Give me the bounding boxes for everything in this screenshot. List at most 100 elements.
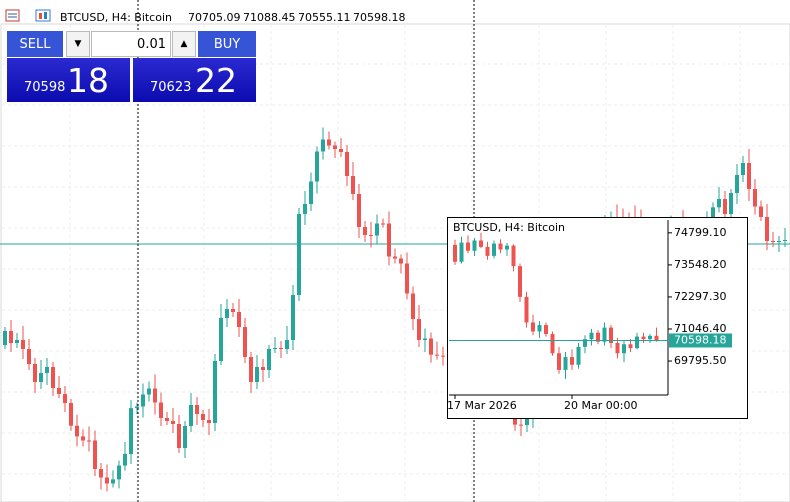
- candle-body: [525, 416, 529, 425]
- candle-body: [297, 214, 301, 295]
- candle-body: [641, 336, 646, 340]
- candle-body: [466, 242, 470, 251]
- candle-body: [570, 357, 574, 365]
- candle-body: [345, 152, 349, 176]
- bid-box[interactable]: 70598 18: [7, 58, 130, 102]
- candle-body: [399, 258, 403, 264]
- candle-body: [505, 245, 509, 250]
- ask-box[interactable]: 70623 22: [133, 58, 256, 102]
- candle-body: [21, 340, 25, 349]
- candle-body: [183, 426, 187, 448]
- chart-icon[interactable]: [5, 9, 20, 22]
- symbol-line: BTCUSD, H4: Bitcoin: [60, 11, 172, 24]
- x-tick-label: 17 Mar 2026: [447, 399, 517, 412]
- candle-body: [654, 335, 659, 341]
- y-tick-label: 72297.30: [674, 290, 727, 303]
- candle-body: [602, 327, 607, 342]
- candle-body: [249, 357, 253, 382]
- candle-body: [279, 348, 283, 349]
- candle-body: [381, 223, 385, 225]
- buy-button[interactable]: BUY: [198, 31, 256, 57]
- candle-body: [117, 465, 121, 480]
- candle-body: [135, 406, 139, 409]
- candle-body: [177, 424, 181, 448]
- candle-body: [309, 181, 313, 204]
- candle-body: [45, 367, 49, 373]
- candle-body: [622, 344, 626, 354]
- candle-body: [123, 454, 127, 466]
- y-tick-label: 74799.10: [674, 226, 727, 239]
- candle-body: [327, 139, 331, 146]
- inset-frame: [447, 217, 748, 419]
- volume-dropdown[interactable]: ▼: [66, 31, 90, 57]
- candle-body: [303, 204, 307, 214]
- candle-body: [557, 353, 561, 370]
- candle-body: [759, 206, 763, 217]
- candle-body: [375, 223, 379, 236]
- candle-body: [609, 327, 613, 343]
- candle-body: [15, 340, 19, 343]
- candle-body: [321, 139, 325, 152]
- ohlc-open: 70705.09: [188, 11, 241, 24]
- candle-body: [69, 403, 73, 426]
- candle-body: [129, 408, 133, 454]
- sell-button[interactable]: SELL: [7, 31, 63, 57]
- candle-body: [99, 469, 103, 478]
- candle-body: [472, 240, 477, 251]
- candle-body: [219, 318, 223, 361]
- candle-body: [741, 163, 745, 175]
- candle-body: [387, 223, 391, 257]
- candle-body: [315, 151, 319, 182]
- candle-body: [255, 367, 259, 382]
- candle-body: [544, 325, 548, 335]
- candle-body: [723, 199, 727, 214]
- candle-body: [628, 344, 633, 349]
- y-tick-label: 73548.20: [674, 258, 727, 271]
- candle-body: [459, 242, 464, 262]
- x-tick-label: 20 Mar 00:00: [564, 399, 637, 412]
- last-price-label: 70598.18: [674, 333, 727, 346]
- candle-body: [429, 338, 433, 355]
- candle-body: [153, 388, 157, 403]
- candle-body: [492, 243, 496, 256]
- symbol-icon[interactable]: [35, 9, 51, 22]
- candle-body: [333, 145, 337, 149]
- candle-body: [189, 405, 193, 426]
- y-tick-label: 69795.50: [674, 354, 727, 367]
- candle-body: [213, 361, 217, 423]
- candle-body: [771, 241, 775, 242]
- candle-body: [3, 331, 7, 345]
- candle-body: [291, 295, 295, 340]
- symbol-icon: [44, 12, 47, 19]
- candle-body: [648, 335, 652, 340]
- ohlc-low: 70555.11: [298, 11, 351, 24]
- candle-body: [111, 479, 115, 484]
- candle-body: [171, 421, 175, 424]
- candle-body: [75, 425, 79, 437]
- candle-body: [518, 266, 522, 297]
- volume-up[interactable]: ▲: [172, 31, 196, 57]
- candle-body: [87, 440, 91, 442]
- candle-body: [225, 309, 229, 318]
- candle-body: [207, 420, 211, 423]
- inset-title: BTCUSD, H4: Bitcoin: [453, 221, 565, 234]
- candle-body: [417, 319, 421, 340]
- candle-body: [63, 394, 67, 403]
- candle-body: [39, 373, 43, 382]
- candle-body: [261, 367, 265, 370]
- volume-input[interactable]: 0.01: [91, 31, 171, 57]
- candle-body: [51, 367, 55, 388]
- candle-body: [479, 240, 483, 247]
- candle-body: [81, 436, 85, 441]
- candle-body: [363, 227, 367, 235]
- candle-body: [596, 332, 600, 342]
- symbol-icon: [39, 13, 42, 19]
- candle-body: [267, 349, 271, 370]
- ask-pips: 22: [195, 61, 237, 100]
- candle-body: [141, 394, 145, 407]
- candle-body: [765, 217, 769, 241]
- candle-body: [435, 354, 439, 356]
- candle-body: [147, 388, 151, 395]
- candle-body: [9, 331, 13, 343]
